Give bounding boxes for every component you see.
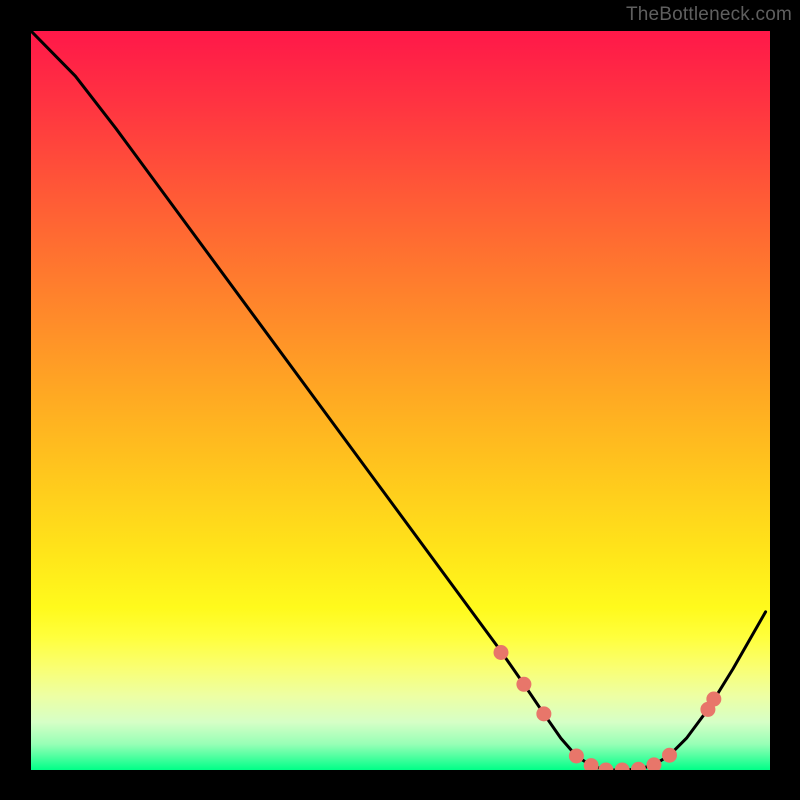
data-marker	[599, 763, 613, 770]
data-marker	[631, 762, 645, 770]
data-marker	[494, 646, 508, 660]
data-marker	[584, 759, 598, 770]
attribution-text: TheBottleneck.com	[626, 4, 792, 26]
data-marker	[537, 707, 551, 721]
data-marker	[517, 677, 531, 691]
plot-area	[31, 31, 770, 770]
data-marker	[663, 748, 677, 762]
data-marker	[647, 758, 661, 770]
chart-stage: TheBottleneck.com	[0, 0, 800, 800]
data-marker	[615, 763, 629, 770]
data-marker	[707, 692, 721, 706]
marker-layer	[31, 31, 770, 770]
data-marker	[569, 749, 583, 763]
